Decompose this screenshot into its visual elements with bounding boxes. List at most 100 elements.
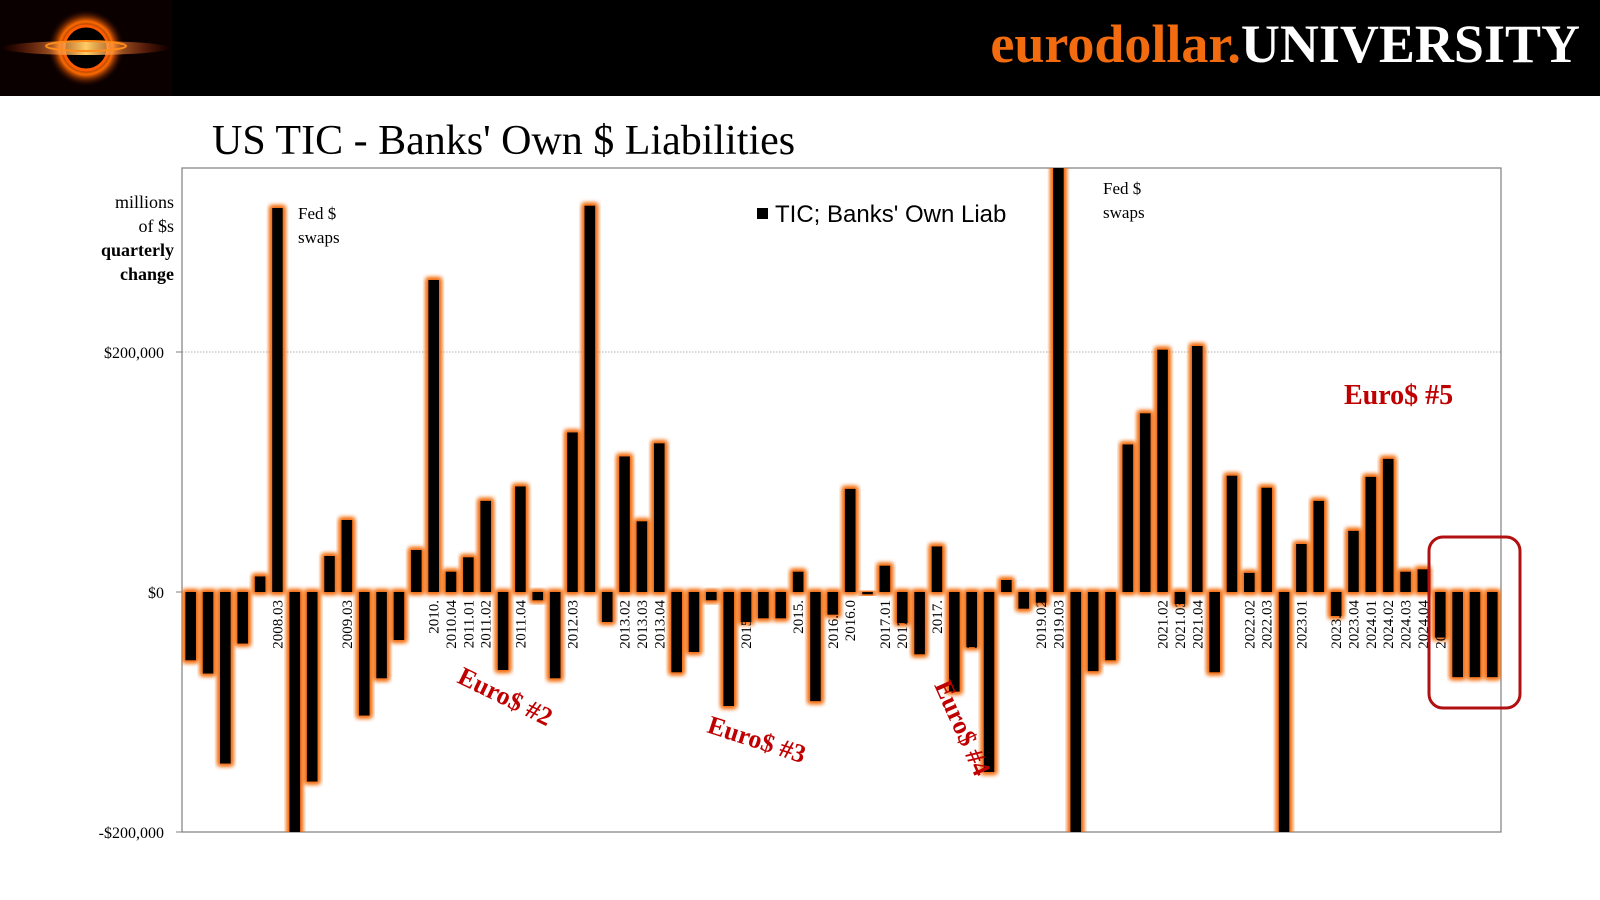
x-tick-label: 2025.02 bbox=[1451, 600, 1467, 649]
bar-2009.03 bbox=[358, 592, 370, 716]
bar-2008.02 bbox=[272, 208, 283, 592]
bar-2012.02 bbox=[549, 592, 561, 679]
bar-2017.03 bbox=[914, 592, 925, 655]
bar-2017.01 bbox=[879, 565, 891, 592]
bar-2014.03 bbox=[705, 592, 717, 601]
bar-2013.04 bbox=[653, 443, 665, 592]
bar-2015.04 bbox=[792, 571, 804, 592]
bar-2022.04 bbox=[1278, 592, 1290, 832]
x-tick-label: 2024.02 bbox=[1381, 600, 1397, 649]
x-tick-label: 2012.02 bbox=[548, 600, 564, 649]
x-tick-label: 2019.03 bbox=[1051, 600, 1067, 649]
bar-2011.02 bbox=[480, 500, 492, 592]
x-tick-label: 2010. bbox=[427, 600, 443, 634]
x-tick-label: 2015. bbox=[808, 600, 824, 634]
bar-2015.03 bbox=[775, 592, 787, 619]
x-tick-label: 2024.01 bbox=[1364, 600, 1380, 649]
bar-2023.02 bbox=[1313, 500, 1325, 592]
bar-2007.04 bbox=[237, 592, 249, 644]
annotations: Fed $ swaps Fed $ swaps Euro$ #2 Euro$ #3 Euro… bbox=[298, 179, 1522, 780]
bar-2021.02 bbox=[1174, 592, 1186, 604]
bar-2008.04 bbox=[306, 592, 318, 782]
x-tick-label: 2015. bbox=[791, 600, 807, 634]
bar-2020.03 bbox=[1122, 444, 1134, 592]
legend-label: TIC; Banks' Own Liab bbox=[775, 201, 1006, 228]
x-tick-label: 2025.04 bbox=[1485, 600, 1501, 649]
fed-swaps-note-2020-line2: swaps bbox=[1103, 203, 1145, 222]
euro-3-label: Euro$ #3 bbox=[704, 710, 809, 769]
brand-part-eurodollar: eurodollar. bbox=[990, 14, 1241, 74]
bar-2013.02 bbox=[619, 456, 630, 592]
x-tick-label: 2015.01 bbox=[739, 600, 755, 649]
x-tick-label: 2025.01 bbox=[1433, 600, 1449, 649]
bar-2015.02 bbox=[758, 592, 769, 619]
legend-swatch bbox=[757, 208, 768, 219]
euro-5-label: Euro$ #5 bbox=[1344, 380, 1453, 411]
brand-wordmark: eurodollar.UNIVERSITY bbox=[990, 8, 1580, 80]
bar-2018.03 bbox=[983, 592, 995, 772]
bar-2010.03 bbox=[428, 280, 440, 592]
bar-2017.02 bbox=[896, 592, 908, 624]
bar-2008.01 bbox=[254, 576, 266, 592]
x-tick-label: 2022.04 bbox=[1277, 600, 1293, 649]
bar-2009.04 bbox=[376, 592, 387, 679]
bar-2019.02 bbox=[1035, 592, 1047, 603]
bar-2018.04 bbox=[1000, 580, 1012, 592]
x-tick-label: 2010.04 bbox=[444, 600, 460, 649]
bar-2015.01 bbox=[740, 592, 752, 622]
bar-2016.01 bbox=[810, 592, 821, 702]
bar-2009.01 bbox=[324, 556, 335, 592]
fed-swaps-note-2020-line1: Fed $ bbox=[1103, 179, 1141, 198]
bar-2022.03 bbox=[1261, 487, 1273, 592]
bar-2025.01 bbox=[1434, 592, 1446, 638]
bar-2011.01 bbox=[462, 557, 474, 592]
bar-2020.02 bbox=[1105, 592, 1116, 661]
axis-layer: $200,000 $0 -$200,000 bbox=[99, 345, 1501, 842]
unit-line-3: quarterly bbox=[62, 238, 174, 262]
x-tick-label: 2023.04 bbox=[1346, 600, 1362, 649]
bar-2019.03 bbox=[1053, 168, 1064, 592]
x-tick-label: 2017. bbox=[930, 600, 946, 634]
y-tick-label: $200,000 bbox=[104, 345, 164, 362]
x-tick-label: 2013.02 bbox=[618, 600, 634, 649]
bar-2023.04 bbox=[1348, 530, 1359, 592]
bar-2020.04 bbox=[1139, 413, 1151, 592]
bar-2018.01 bbox=[948, 592, 960, 692]
bar-2012.04 bbox=[584, 205, 596, 592]
x-tick-label: 2011.04 bbox=[513, 600, 529, 649]
y-unit-label: millions of $s quarterly change bbox=[62, 190, 174, 286]
bar-2007.01 bbox=[185, 592, 197, 661]
x-tick-label: 2022.02 bbox=[1242, 600, 1258, 649]
bar-2008.03 bbox=[289, 592, 301, 832]
bar-2017.04 bbox=[931, 546, 943, 592]
bar-2010.04 bbox=[445, 571, 457, 592]
x-tick-label: 2023.03 bbox=[1329, 600, 1345, 649]
x-tick-label: 2020.01 bbox=[1086, 600, 1102, 649]
y-tick-label: -$200,000 bbox=[99, 825, 164, 842]
x-tick-label: 2021.03 bbox=[1173, 600, 1189, 649]
x-tick-label: 2017.02 bbox=[895, 600, 911, 649]
x-tick-labels: 2008.03 2008.04 2009.03 2009.04 2010. 2010.04… bbox=[270, 600, 1501, 649]
bar-2014.04 bbox=[723, 592, 735, 706]
bar-2012.01 bbox=[532, 592, 544, 601]
x-tick-label: 2024.03 bbox=[1399, 600, 1415, 649]
grid-layer bbox=[181, 167, 1502, 833]
x-tick-label: 2011.03 bbox=[496, 600, 512, 648]
x-tick-label: 2012.03 bbox=[565, 600, 581, 649]
x-tick-label: 2014.01 bbox=[670, 600, 686, 649]
bars-layer bbox=[185, 168, 1498, 832]
x-tick-label: 2014.02 bbox=[687, 600, 703, 649]
bar-2011.04 bbox=[515, 486, 526, 592]
unit-line-2: of $s bbox=[138, 216, 175, 236]
x-tick-label: 2011.02 bbox=[479, 600, 495, 648]
bar-2014.01 bbox=[671, 592, 683, 673]
bar-2007.03 bbox=[220, 592, 231, 764]
x-tick-label: 2016.0 bbox=[843, 600, 859, 641]
x-tick-label: 2009.04 bbox=[357, 600, 373, 649]
x-tick-label: 2008.03 bbox=[270, 600, 286, 649]
chart-title: US TIC - Banks' Own $ Liabilities bbox=[212, 118, 796, 164]
bar-2023.01 bbox=[1296, 544, 1307, 592]
legend: TIC; Banks' Own Liab bbox=[757, 201, 1006, 228]
bar-2025.04 bbox=[1486, 592, 1498, 678]
black-hole-logo bbox=[0, 0, 172, 96]
